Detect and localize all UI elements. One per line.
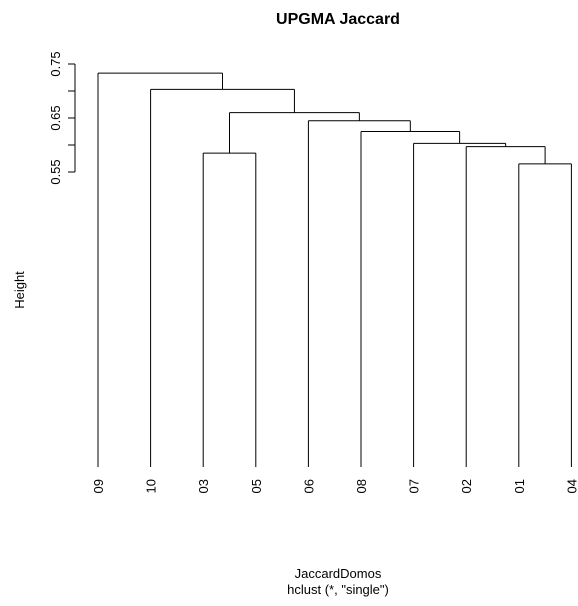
y-tick-label: 0.65 <box>48 105 63 130</box>
chart-subtitle: hclust (*, "single") <box>287 582 389 597</box>
chart-title: UPGMA Jaccard <box>276 11 400 28</box>
y-axis: 0.55 0.65 0.75 <box>48 51 76 185</box>
leaf-label: 10 <box>144 479 159 493</box>
leaf-labels: 09 10 03 05 06 08 07 02 01 04 <box>91 479 578 493</box>
leaf-label: 01 <box>512 479 527 493</box>
leaf-label: 03 <box>196 479 211 493</box>
leaf-label: 04 <box>564 479 578 493</box>
x-axis-label: JaccardDomos <box>295 566 382 581</box>
y-ticks: 0.55 0.65 0.75 <box>48 51 75 185</box>
dendrogram-branches <box>97 72 572 467</box>
y-tick-label: 0.55 <box>48 159 63 184</box>
y-tick-label: 0.75 <box>48 51 63 76</box>
y-axis-label: Height <box>12 271 27 309</box>
leaf-label: 09 <box>91 479 106 493</box>
leaf-label: 02 <box>459 479 474 493</box>
leaf-label: 07 <box>407 479 422 493</box>
leaf-label: 06 <box>301 479 316 493</box>
leaf-label: 05 <box>249 479 264 493</box>
leaf-label: 08 <box>354 479 369 493</box>
